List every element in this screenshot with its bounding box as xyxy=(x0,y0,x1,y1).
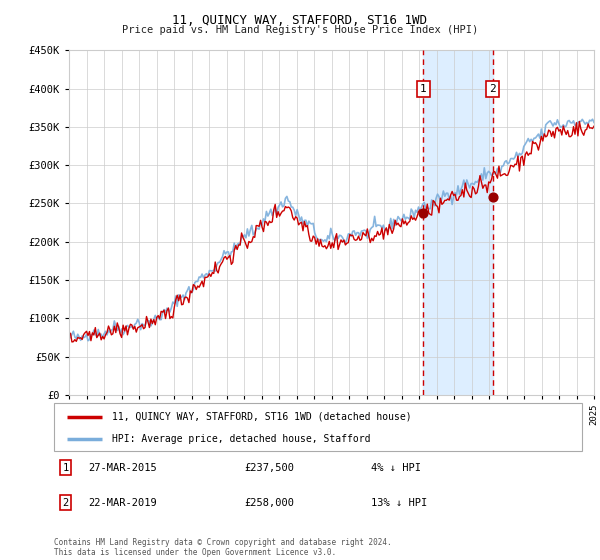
Text: 1: 1 xyxy=(62,463,69,473)
Point xyxy=(418,208,428,217)
Text: 2: 2 xyxy=(490,83,496,94)
FancyBboxPatch shape xyxy=(54,403,582,451)
Text: 27-MAR-2015: 27-MAR-2015 xyxy=(88,463,157,473)
Text: 11, QUINCY WAY, STAFFORD, ST16 1WD (detached house): 11, QUINCY WAY, STAFFORD, ST16 1WD (deta… xyxy=(112,412,412,422)
Text: 2: 2 xyxy=(62,498,69,507)
Text: Contains HM Land Registry data © Crown copyright and database right 2024.
This d: Contains HM Land Registry data © Crown c… xyxy=(54,538,392,557)
Text: HPI: Average price, detached house, Stafford: HPI: Average price, detached house, Staf… xyxy=(112,434,371,444)
Point xyxy=(488,193,497,202)
Text: Price paid vs. HM Land Registry's House Price Index (HPI): Price paid vs. HM Land Registry's House … xyxy=(122,25,478,35)
Text: £258,000: £258,000 xyxy=(244,498,294,507)
Text: 13% ↓ HPI: 13% ↓ HPI xyxy=(371,498,427,507)
Text: 22-MAR-2019: 22-MAR-2019 xyxy=(88,498,157,507)
Bar xyxy=(423,50,493,395)
Text: 4% ↓ HPI: 4% ↓ HPI xyxy=(371,463,421,473)
Text: 11, QUINCY WAY, STAFFORD, ST16 1WD: 11, QUINCY WAY, STAFFORD, ST16 1WD xyxy=(173,14,427,27)
Text: £237,500: £237,500 xyxy=(244,463,294,473)
Text: 1: 1 xyxy=(419,83,427,94)
